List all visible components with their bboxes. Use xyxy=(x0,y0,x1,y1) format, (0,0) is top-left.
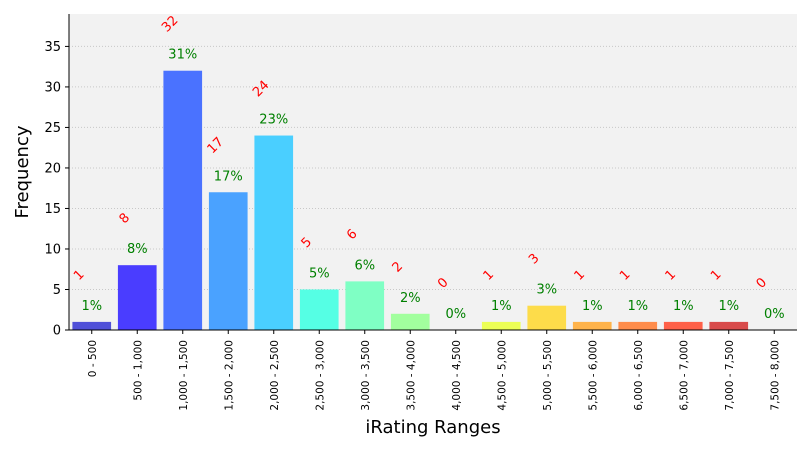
bar xyxy=(481,321,521,330)
percent-label: 1% xyxy=(81,299,102,314)
percent-label: 1% xyxy=(582,299,603,314)
x-tick-label: 2,500 - 3,000 xyxy=(314,340,326,411)
x-tick-label: 6,500 - 7,000 xyxy=(678,340,690,411)
x-tick-label: 7,000 - 7,500 xyxy=(724,340,736,411)
y-tick-label: 0 xyxy=(53,324,61,339)
x-tick-label: 500 - 1,000 xyxy=(132,340,144,401)
axes xyxy=(68,14,797,331)
x-tick-label: 4,500 - 5,000 xyxy=(496,340,508,411)
x-tick-label: 3,500 - 4,000 xyxy=(405,340,417,411)
x-axis-title: iRating Ranges xyxy=(365,417,500,438)
x-tick-label: 3,000 - 3,500 xyxy=(360,340,372,411)
y-tick-label: 15 xyxy=(44,202,61,217)
x-tick-label: 4,000 - 4,500 xyxy=(451,340,463,411)
bar xyxy=(390,313,430,330)
percent-label: 5% xyxy=(309,266,330,281)
percent-label: 3% xyxy=(536,283,557,298)
y-tick-label: 20 xyxy=(44,161,61,176)
bar xyxy=(572,321,612,330)
y-ticks: 0 5 10 15 20 25 30 35 xyxy=(44,40,69,339)
percent-label: 0% xyxy=(764,307,785,322)
percent-label: 1% xyxy=(491,299,512,314)
bar xyxy=(72,321,112,330)
x-tick-label: 5,500 - 6,000 xyxy=(587,340,599,411)
bars xyxy=(72,70,749,330)
bar xyxy=(117,265,157,330)
x-tick-label: 1,500 - 2,000 xyxy=(223,340,235,411)
percent-label: 1% xyxy=(627,299,648,314)
percent-label: 2% xyxy=(400,291,421,306)
percent-label: 8% xyxy=(127,242,148,257)
percent-label: 0% xyxy=(445,307,466,322)
bar xyxy=(527,305,567,330)
y-tick-label: 25 xyxy=(44,121,61,136)
bar xyxy=(254,135,294,330)
bar xyxy=(618,321,658,330)
bar xyxy=(163,70,203,330)
bar xyxy=(208,192,248,330)
y-tick-label: 5 xyxy=(53,283,61,298)
percent-label: 17% xyxy=(214,169,243,184)
x-ticks: 0 - 500 500 - 1,000 1,000 - 1,500 1,500 - 2… xyxy=(87,330,781,411)
percent-label: 1% xyxy=(673,299,694,314)
x-tick-label: 2,000 - 2,500 xyxy=(269,340,281,411)
x-tick-label: 1,000 - 1,500 xyxy=(178,340,190,411)
x-tick-label: 0 - 500 xyxy=(87,340,99,377)
x-tick-label: 6,000 - 6,500 xyxy=(633,340,645,411)
bar xyxy=(299,289,339,330)
bar xyxy=(345,281,385,330)
y-axis-title: Frequency xyxy=(12,125,33,218)
percent-label: 6% xyxy=(354,258,375,273)
y-tick-label: 10 xyxy=(44,242,61,257)
y-tick-label: 35 xyxy=(44,40,61,55)
y-tick-label: 30 xyxy=(44,80,61,95)
percent-label: 23% xyxy=(259,113,288,128)
x-tick-label: 7,500 - 8,000 xyxy=(769,340,781,411)
bar xyxy=(709,321,749,330)
x-tick-label: 5,000 - 5,500 xyxy=(542,340,554,411)
percent-label: 1% xyxy=(718,299,739,314)
bar xyxy=(663,321,703,330)
percent-label: 31% xyxy=(168,48,197,63)
